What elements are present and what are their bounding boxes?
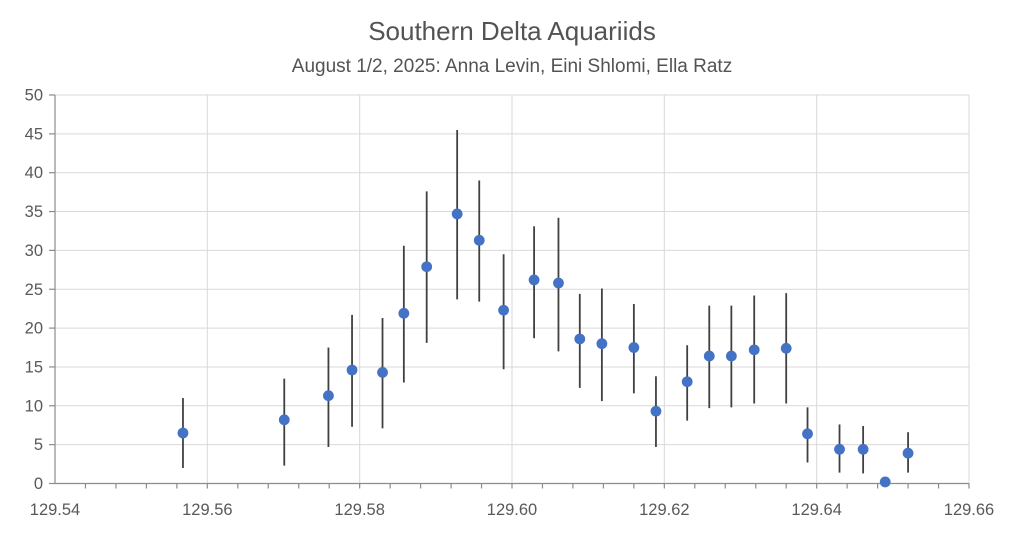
data-point-marker — [346, 364, 358, 376]
data-point-marker — [857, 443, 869, 455]
chart-subtitle: August 1/2, 2025: Anna Levin, Eini Shlom… — [291, 56, 733, 77]
data-point-marker — [596, 338, 608, 350]
data-point-marker — [681, 376, 693, 388]
data-point-marker — [177, 427, 189, 439]
data-point-marker — [834, 443, 845, 455]
data-point-marker — [628, 342, 640, 353]
x-axis-tick-label: 129.64 — [791, 501, 841, 519]
data-point-marker — [780, 342, 792, 354]
data-point-marker — [323, 390, 334, 402]
data-point-marker — [398, 307, 410, 319]
y-axis-tick-label: 50 — [25, 87, 43, 105]
y-axis-tick-label: 35 — [25, 203, 43, 221]
data-point-marker — [650, 405, 662, 417]
y-axis-tick-label: 30 — [25, 242, 43, 260]
x-axis-tick-label: 129.54 — [30, 501, 80, 519]
data-point-marker — [553, 277, 564, 289]
data-point-marker — [574, 333, 586, 345]
data-point-marker — [902, 447, 914, 459]
y-axis-tick-label: 45 — [25, 125, 43, 143]
data-point-marker — [528, 274, 540, 286]
y-axis-tick-label: 40 — [25, 164, 43, 182]
y-axis-tick-label: 5 — [34, 436, 43, 454]
data-point-marker — [473, 234, 485, 246]
y-axis-tick-label: 10 — [25, 397, 43, 415]
data-point-marker — [421, 261, 433, 273]
data-point-marker — [748, 344, 760, 356]
x-axis-tick-label: 129.58 — [334, 501, 384, 519]
data-point-marker — [802, 428, 813, 440]
x-axis-tick-label: 129.66 — [944, 501, 994, 519]
data-point-marker — [377, 366, 388, 378]
data-point-marker — [703, 350, 715, 362]
y-axis-tick-label: 0 — [34, 475, 43, 493]
chart-title: Southern Delta Aquariids — [368, 16, 656, 46]
data-point-marker — [725, 350, 737, 362]
data-point-marker — [278, 414, 290, 426]
data-point-marker — [451, 208, 463, 220]
data-point-marker — [498, 304, 510, 316]
y-axis-tick-label: 15 — [25, 358, 43, 376]
y-axis-tick-label: 25 — [25, 281, 43, 299]
x-axis-tick-label: 129.60 — [487, 501, 537, 519]
x-axis-tick-label: 129.62 — [639, 501, 689, 519]
data-point-marker — [879, 476, 891, 488]
y-axis-tick-label: 20 — [25, 320, 43, 338]
x-axis-tick-label: 129.56 — [182, 501, 232, 519]
